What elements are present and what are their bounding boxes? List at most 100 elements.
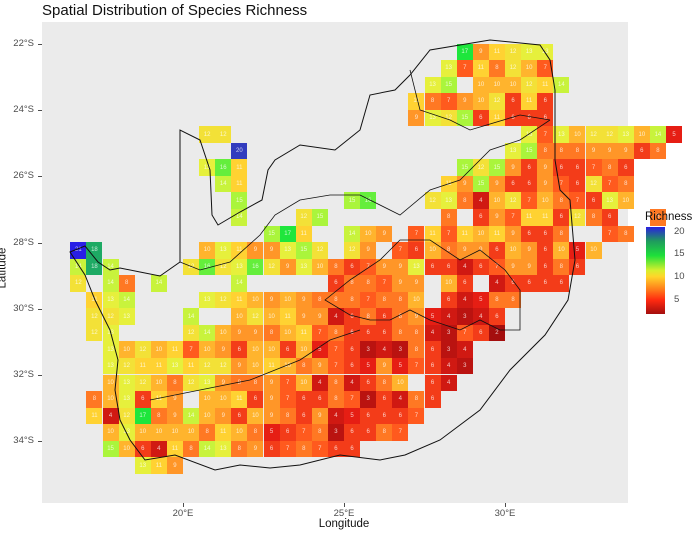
heatmap-cell: 8 (360, 275, 377, 292)
heatmap-cell: 11 (150, 391, 167, 408)
heatmap-cell: 8 (376, 291, 393, 309)
heatmap-cell: 11 (472, 60, 489, 77)
heatmap-cell: 5 (311, 341, 328, 358)
heatmap-cell: 11 (183, 357, 200, 375)
heatmap-cell: 7 (456, 60, 473, 77)
heatmap-cell: 17 (279, 225, 296, 243)
heatmap-cell: 9 (456, 242, 473, 259)
heatmap-cell: 10 (247, 407, 264, 425)
heatmap-cell: 7 (408, 357, 425, 375)
heatmap-cell: 9 (537, 175, 554, 193)
heatmap-cell: 6 (505, 175, 522, 193)
heatmap-cell: 10 (102, 391, 119, 408)
heatmap-cell: 8 (86, 391, 103, 408)
heatmap-cell: 10 (231, 308, 248, 325)
heatmap-cell: 9 (311, 357, 328, 375)
heatmap-cell: 9 (521, 258, 538, 276)
heatmap-cell: 6 (424, 391, 441, 408)
heatmap-cell: 12 (102, 308, 119, 325)
heatmap-cell: 11 (150, 457, 167, 474)
heatmap-cell: 7 (311, 440, 328, 458)
heatmap-cell: 7 (183, 341, 200, 358)
heatmap-cell: 14 (183, 407, 200, 425)
heatmap-cell: 7 (488, 258, 505, 276)
heatmap-cell: 13 (440, 192, 457, 209)
heatmap-cell: 10 (199, 391, 216, 408)
x-axis-label: Longitude (318, 518, 370, 530)
heatmap-cell: 14 (199, 324, 216, 342)
heatmap-cell: 8 (344, 275, 361, 292)
y-tick-mark (38, 44, 42, 45)
heatmap-cell: 7 (311, 324, 328, 342)
heatmap-cell: 16 (199, 258, 216, 276)
heatmap-cell: 13 (440, 60, 457, 77)
heatmap-cell: 16 (247, 258, 264, 276)
heatmap-cell: 14 (150, 275, 167, 292)
heatmap-cell: 12 (199, 357, 216, 375)
heatmap-cell: 4 (327, 407, 344, 425)
heatmap-cell: 10 (247, 341, 264, 358)
heatmap-cell: 7 (537, 126, 554, 143)
heatmap-cell: 8 (537, 142, 554, 160)
heatmap-cell: 4 (392, 391, 409, 408)
heatmap-cell: 7 (585, 159, 602, 176)
heatmap-cell: 13 (102, 357, 119, 375)
heatmap-cell: 11 (166, 341, 183, 358)
heatmap-cell: 8 (617, 225, 634, 243)
heatmap-cell: 8 (327, 374, 344, 392)
heatmap-cell: 9 (408, 308, 425, 325)
heatmap-cell: 15 (295, 242, 312, 259)
heatmap-cell: 6 (569, 175, 586, 193)
heatmap-cell: 11 (134, 357, 151, 375)
heatmap-cell: 10 (118, 440, 135, 458)
heatmap-cell: 10 (585, 242, 602, 259)
heatmap-cell: 10 (440, 275, 457, 292)
heatmap-cell: 15 (344, 192, 361, 209)
heatmap-cell: 9 (376, 357, 393, 375)
heatmap-cell: 15 (102, 440, 119, 458)
heatmap-cell: 9 (295, 308, 312, 325)
heatmap-cell: 6 (360, 374, 377, 392)
heatmap-cell: 6 (537, 258, 554, 276)
heatmap-cell: 7 (392, 242, 409, 259)
heatmap-cell: 10 (424, 242, 441, 259)
heatmap-cell: 8 (440, 242, 457, 259)
heatmap-cell: 11 (295, 225, 312, 243)
heatmap-cell: 15 (263, 225, 280, 243)
heatmap-cell: 10 (150, 374, 167, 392)
heatmap-cell: 5 (472, 291, 489, 309)
heatmap-cell: 11 (150, 357, 167, 375)
chart-title: Spatial Distribution of Species Richness (42, 2, 308, 19)
y-axis-label: Latitude (0, 247, 9, 289)
heatmap-cell: 8 (408, 341, 425, 358)
heatmap-cell: 13 (521, 43, 538, 61)
heatmap-cell: 9 (263, 374, 280, 392)
heatmap-cell: 3 (392, 341, 409, 358)
heatmap-cell: 6 (440, 258, 457, 276)
heatmap-cell: 10 (231, 424, 248, 441)
heatmap-cell: 6 (440, 291, 457, 309)
heatmap-cell: 11 (295, 324, 312, 342)
heatmap-cell: 8 (424, 93, 441, 110)
heatmap-cell: 12 (215, 357, 232, 375)
heatmap-cell: 8 (150, 407, 167, 425)
y-tick-mark (38, 308, 42, 310)
heatmap-cell: 6 (537, 275, 554, 292)
heatmap-cell: 11 (231, 242, 248, 259)
heatmap-cell: 13 (199, 374, 216, 392)
heatmap-cell: 10 (263, 341, 280, 358)
heatmap-cell: 4 (150, 440, 167, 458)
heatmap-cell: 4 (472, 308, 489, 325)
heatmap-cell: 7 (440, 225, 457, 243)
x-tick-mark (505, 503, 506, 507)
heatmap-cell: 6 (472, 109, 489, 127)
heatmap-cell: 13 (166, 357, 183, 375)
heatmap-cell: 9 (376, 258, 393, 276)
heatmap-cell: 9 (472, 43, 489, 61)
heatmap-cell: 6 (360, 324, 377, 342)
heatmap-cell: 12 (215, 291, 232, 309)
heatmap-cell: 6 (585, 192, 602, 209)
heatmap-cell: 10 (102, 374, 119, 392)
heatmap-cell: 12 (424, 192, 441, 209)
heatmap-cell: 11 (166, 440, 183, 458)
